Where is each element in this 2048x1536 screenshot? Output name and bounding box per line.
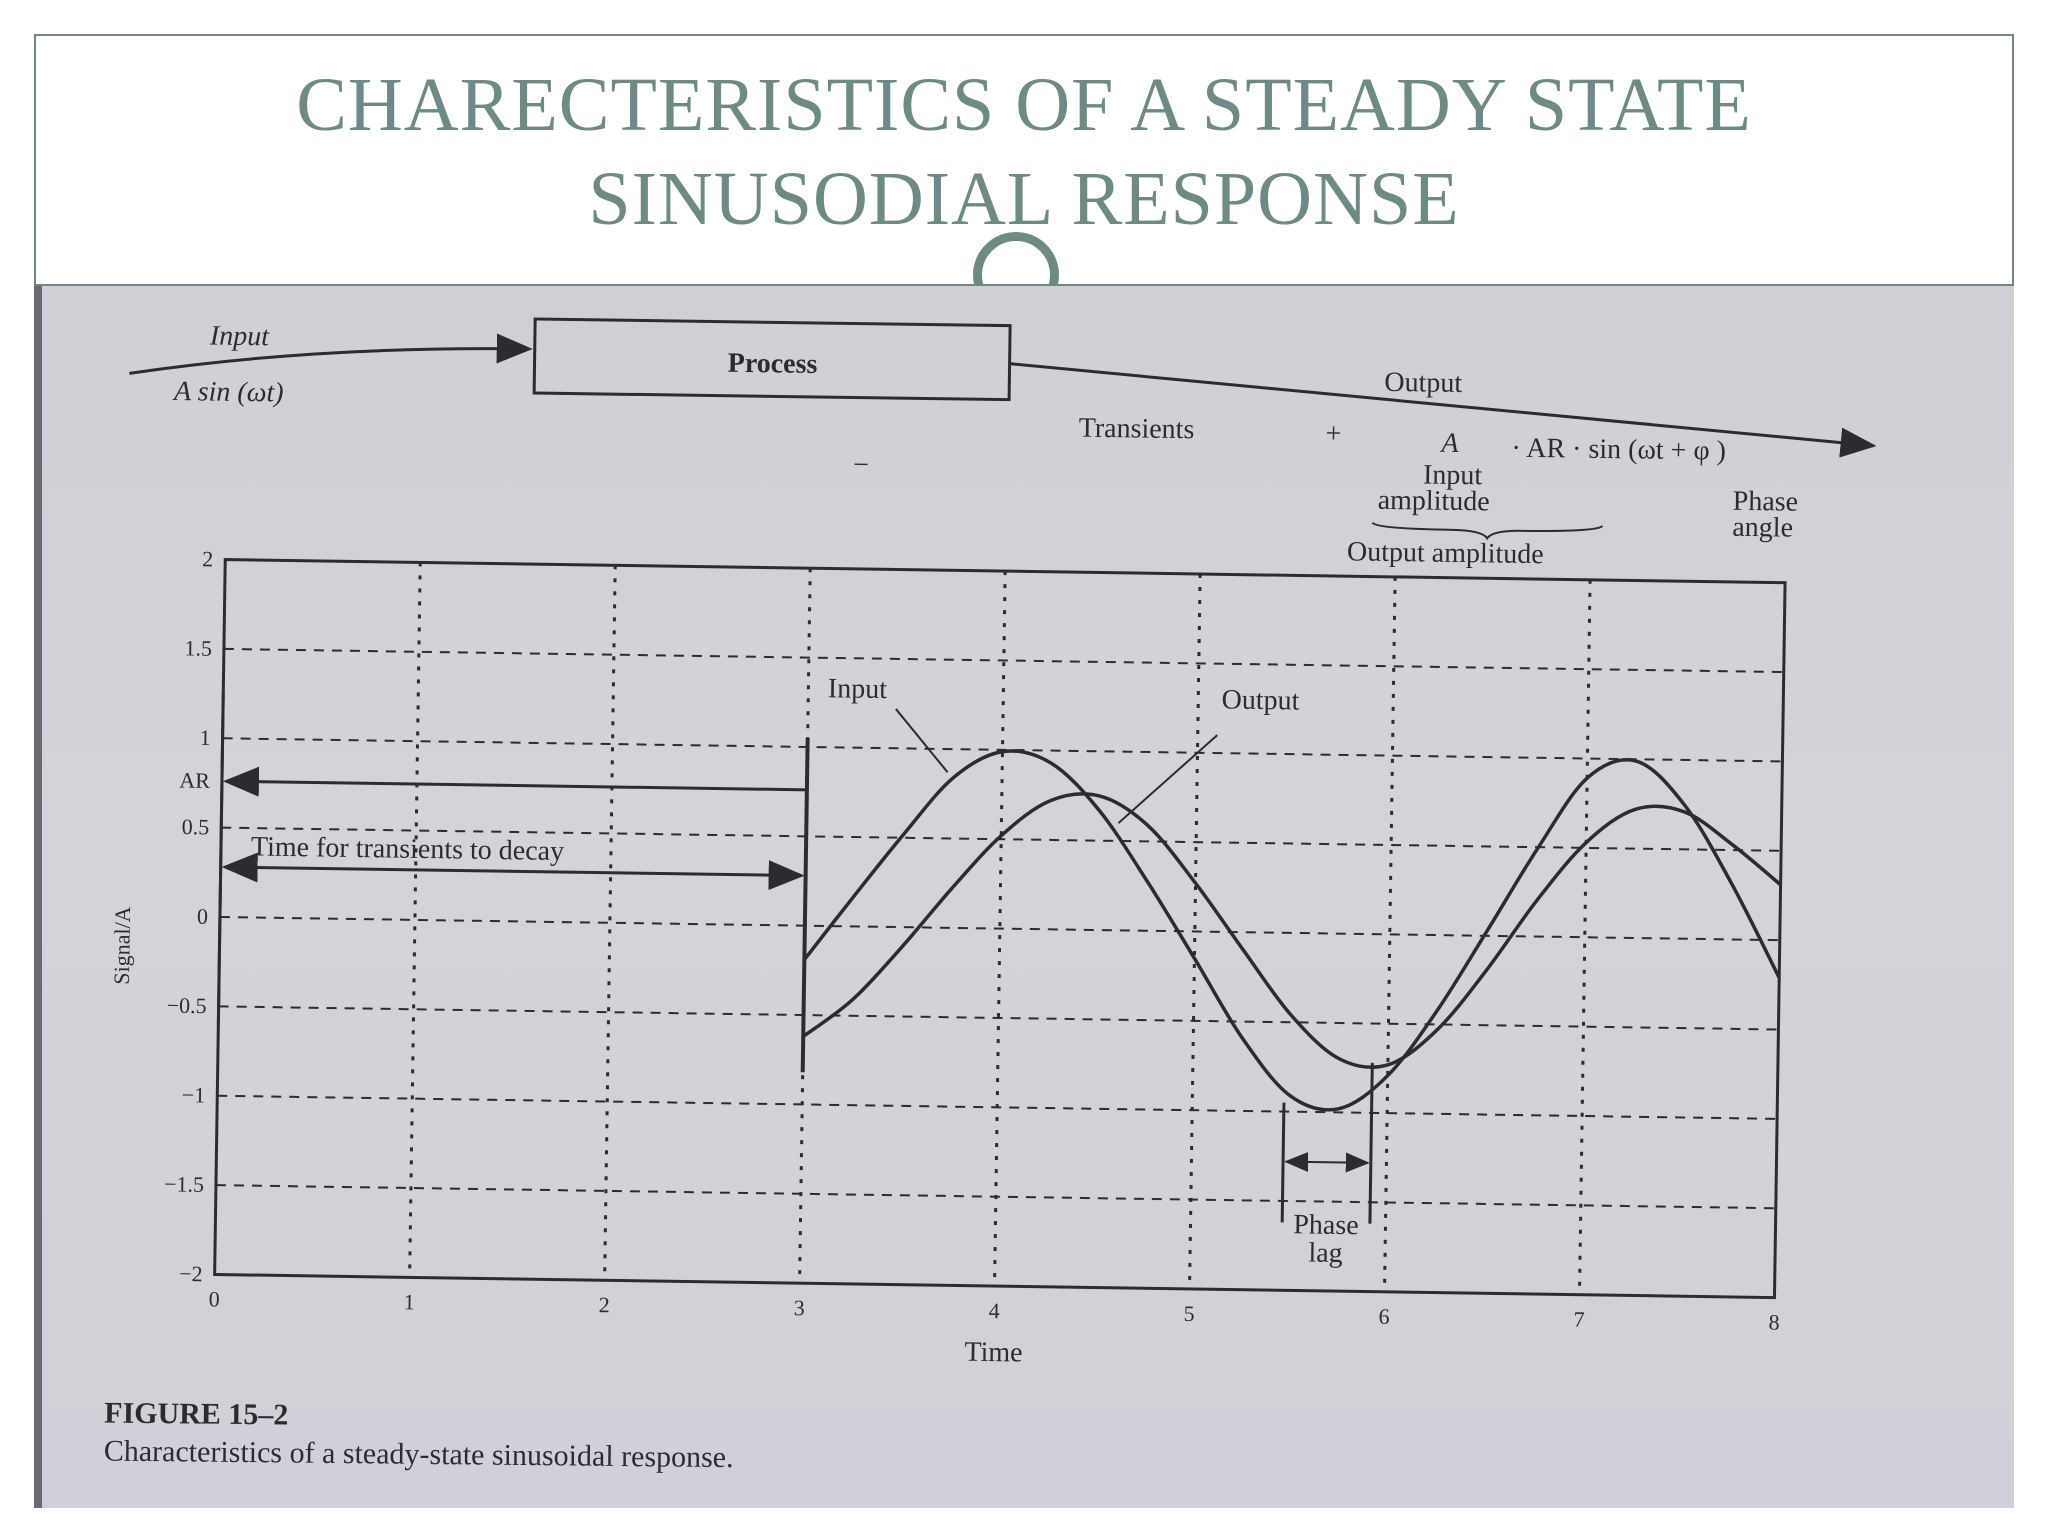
x-tick-label: 7 [1573,1307,1584,1332]
y-tick-label: −0.5 [167,993,207,1019]
x-grid-line [1383,576,1397,1292]
y-grid-line [223,647,1784,674]
input-label-leader [895,708,949,773]
figure-caption: FIGURE 15–2 Characteristics of a steady-… [104,1397,734,1475]
x-grid-line [1577,579,1592,1295]
x-tick-label: 8 [1768,1310,1779,1335]
chart: 2 1.5 1 0.5 0 −0.5 −1 −1.5 −2 0 1 2 3 4 5 6 7 8 Time Sig… [109,546,1787,1369]
x-grid-line [993,571,1007,1287]
y-tick-label: 0 [197,904,208,929]
y-tick-label: −1.5 [164,1171,204,1197]
caption-text: Characteristics of a steady-state sinuso… [104,1435,734,1475]
plus-sign: + [1325,418,1341,449]
input-arrow [129,333,533,375]
x-tick-label: 5 [1183,1301,1194,1326]
x-grid-line [408,562,422,1278]
diagram-input-formula: A sin (ωt) [172,376,284,409]
chart-grid [215,562,1784,1295]
input-series-label: Input [828,673,888,705]
x-tick-label: 2 [599,1292,610,1317]
ar-left-bar [216,693,225,1025]
input-amplitude-line1: Input [1423,459,1483,491]
y-grid-line [222,737,1783,763]
phase-lag-label-line2: lag [1308,1237,1343,1269]
y-grid-line [219,916,1780,942]
ar-tick-label: AR [179,768,210,793]
x-tick-label: 1 [404,1289,415,1314]
y-grid-line [218,1005,1779,1031]
block-diagram: Input A sin (ωt) Process Output Transien… [129,317,1877,570]
output-amplitude-brace [1371,521,1604,541]
output-label-leader [1117,734,1218,824]
slide-title-line1: CHARECTERISTICS OF A STEADY STATE [296,63,1752,147]
y-axis-label: Signal/A [109,906,135,985]
x-tick-label: 6 [1378,1304,1389,1329]
series-line-input [802,749,1781,1112]
slide-title: CHARECTERISTICS OF A STEADY STATE SINUSO… [36,58,2012,246]
input-amplitude-line2: amplitude [1378,485,1490,518]
photo-shadow-edge [34,286,42,1508]
y-tick-label: 1 [199,725,210,750]
x-grid-line [1188,573,1202,1289]
y-tick-label: 2 [202,546,213,571]
output-arrow [1009,362,1877,458]
caption-label: FIGURE 15–2 [104,1397,289,1432]
formula-rest: · AR · sin (ωt + φ ) [1511,433,1726,467]
y-tick-label: −1 [182,1082,206,1107]
y-grid-line [221,826,1782,852]
x-grid-line [798,568,812,1284]
process-label: Process [728,348,818,380]
phase-lag-right-marker [1368,1062,1374,1224]
y-tick-label: −2 [179,1261,203,1286]
amp-symbol: A [1439,428,1459,459]
diagram-input-label: Input [209,320,271,352]
x-tick-label: 4 [989,1298,1000,1323]
x-tick-label: 0 [209,1286,220,1311]
series-line-output [802,792,1782,1069]
x-tick-label: 3 [794,1295,805,1320]
minus-sign: − [853,449,869,480]
phase-angle-line2: angle [1732,512,1793,544]
x-axis-label: Time [964,1337,1023,1369]
ar-annotation: AR [179,693,807,1025]
transients-label: Transients [1078,413,1194,446]
phase-angle-line1: Phase [1733,486,1799,518]
phase-lag-label-line1: Phase [1293,1209,1359,1241]
process-box [532,317,1012,402]
transient-decay-label: Time for transients to decay [251,831,565,867]
y-tick-label: 1.5 [184,635,212,660]
chart-annotations: Time for transients to decay Input Output P… [221,673,1374,1269]
x-grid-line [603,565,617,1281]
diagram-output-label: Output [1384,367,1462,399]
transient-end-marker [800,737,810,1073]
x-tick-labels: 0 1 2 3 4 5 6 7 8 [209,1286,1780,1334]
slide-title-line2: SINUSODIAL RESPONSE [588,157,1460,241]
output-series-label: Output [1221,684,1299,716]
figure-svg: Input A sin (ωt) Process Output Transien… [104,317,1877,1475]
y-tick-labels: 2 1.5 1 0.5 0 −0.5 −1 −1.5 −2 [164,546,214,1286]
series-lines [802,749,1782,1112]
y-tick-label: 0.5 [182,814,210,839]
output-amplitude-label: Output amplitude [1347,536,1544,570]
ar-reference-arrow [222,766,807,797]
transient-duration-arrow [221,852,805,891]
phase-lag-left-marker [1280,1102,1286,1223]
phase-lag-arrow [1284,1151,1370,1173]
figure-photo: Input A sin (ωt) Process Output Transien… [34,286,2014,1508]
